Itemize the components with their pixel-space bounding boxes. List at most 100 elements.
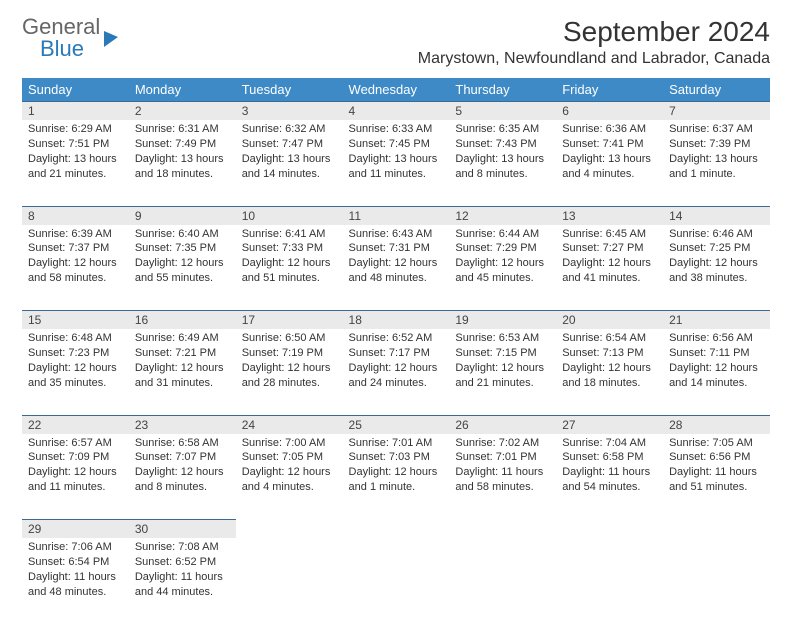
sunset-text: Sunset: 7:19 PM (242, 346, 337, 361)
day-content-cell: Sunrise: 7:01 AMSunset: 7:03 PMDaylight:… (343, 434, 450, 520)
daylight-text: Daylight: 12 hours and 24 minutes. (349, 361, 444, 391)
sunrise-text: Sunrise: 7:08 AM (135, 540, 230, 555)
day-number-cell: 6 (556, 102, 663, 121)
day-content-cell: Sunrise: 6:56 AMSunset: 7:11 PMDaylight:… (663, 329, 770, 415)
day-number-row: 1234567 (22, 102, 770, 121)
day-number-cell (236, 520, 343, 539)
day-content-cell: Sunrise: 6:52 AMSunset: 7:17 PMDaylight:… (343, 329, 450, 415)
sunset-text: Sunset: 7:13 PM (562, 346, 657, 361)
weekday-header-row: SundayMondayTuesdayWednesdayThursdayFrid… (22, 78, 770, 102)
day-content-cell: Sunrise: 7:02 AMSunset: 7:01 PMDaylight:… (449, 434, 556, 520)
sunset-text: Sunset: 6:54 PM (28, 555, 123, 570)
day-number-cell: 10 (236, 206, 343, 225)
daylight-text: Daylight: 12 hours and 45 minutes. (455, 256, 550, 286)
daylight-text: Daylight: 12 hours and 51 minutes. (242, 256, 337, 286)
logo-text: General Blue (22, 16, 100, 60)
sunset-text: Sunset: 7:29 PM (455, 241, 550, 256)
daylight-text: Daylight: 12 hours and 11 minutes. (28, 465, 123, 495)
day-number-cell: 4 (343, 102, 450, 121)
sunrise-text: Sunrise: 6:41 AM (242, 227, 337, 242)
day-content-cell: Sunrise: 6:31 AMSunset: 7:49 PMDaylight:… (129, 120, 236, 206)
day-content-cell: Sunrise: 6:39 AMSunset: 7:37 PMDaylight:… (22, 225, 129, 311)
sunrise-text: Sunrise: 6:35 AM (455, 122, 550, 137)
day-number-cell: 16 (129, 311, 236, 330)
sunrise-text: Sunrise: 6:49 AM (135, 331, 230, 346)
sunset-text: Sunset: 7:23 PM (28, 346, 123, 361)
day-content-cell: Sunrise: 6:53 AMSunset: 7:15 PMDaylight:… (449, 329, 556, 415)
day-number-cell: 29 (22, 520, 129, 539)
daylight-text: Daylight: 13 hours and 18 minutes. (135, 152, 230, 182)
day-number-row: 891011121314 (22, 206, 770, 225)
daylight-text: Daylight: 11 hours and 51 minutes. (669, 465, 764, 495)
daylight-text: Daylight: 12 hours and 4 minutes. (242, 465, 337, 495)
day-content-cell: Sunrise: 6:44 AMSunset: 7:29 PMDaylight:… (449, 225, 556, 311)
daylight-text: Daylight: 11 hours and 54 minutes. (562, 465, 657, 495)
sunset-text: Sunset: 7:31 PM (349, 241, 444, 256)
sunrise-text: Sunrise: 6:45 AM (562, 227, 657, 242)
day-number-cell: 11 (343, 206, 450, 225)
title-block: September 2024 Marystown, Newfoundland a… (418, 16, 770, 68)
day-content-cell: Sunrise: 6:58 AMSunset: 7:07 PMDaylight:… (129, 434, 236, 520)
sunrise-text: Sunrise: 7:00 AM (242, 436, 337, 451)
day-content-cell: Sunrise: 7:05 AMSunset: 6:56 PMDaylight:… (663, 434, 770, 520)
day-number-cell: 28 (663, 415, 770, 434)
day-number-cell: 12 (449, 206, 556, 225)
day-number-cell: 18 (343, 311, 450, 330)
day-content-cell: Sunrise: 6:50 AMSunset: 7:19 PMDaylight:… (236, 329, 343, 415)
logo-line2: Blue (40, 38, 100, 60)
day-content-row: Sunrise: 6:39 AMSunset: 7:37 PMDaylight:… (22, 225, 770, 311)
daylight-text: Daylight: 12 hours and 58 minutes. (28, 256, 123, 286)
day-content-cell (663, 538, 770, 624)
day-number-cell: 5 (449, 102, 556, 121)
sunrise-text: Sunrise: 6:31 AM (135, 122, 230, 137)
location-text: Marystown, Newfoundland and Labrador, Ca… (418, 50, 770, 68)
sunrise-text: Sunrise: 6:48 AM (28, 331, 123, 346)
day-content-cell: Sunrise: 6:41 AMSunset: 7:33 PMDaylight:… (236, 225, 343, 311)
sunset-text: Sunset: 7:45 PM (349, 137, 444, 152)
daylight-text: Daylight: 12 hours and 31 minutes. (135, 361, 230, 391)
sunrise-text: Sunrise: 6:44 AM (455, 227, 550, 242)
day-content-row: Sunrise: 6:29 AMSunset: 7:51 PMDaylight:… (22, 120, 770, 206)
daylight-text: Daylight: 13 hours and 4 minutes. (562, 152, 657, 182)
day-content-cell (556, 538, 663, 624)
day-content-cell: Sunrise: 7:06 AMSunset: 6:54 PMDaylight:… (22, 538, 129, 624)
day-content-cell: Sunrise: 7:08 AMSunset: 6:52 PMDaylight:… (129, 538, 236, 624)
sunset-text: Sunset: 7:39 PM (669, 137, 764, 152)
day-content-cell: Sunrise: 6:49 AMSunset: 7:21 PMDaylight:… (129, 329, 236, 415)
daylight-text: Daylight: 12 hours and 48 minutes. (349, 256, 444, 286)
daylight-text: Daylight: 12 hours and 41 minutes. (562, 256, 657, 286)
day-number-cell: 2 (129, 102, 236, 121)
sunset-text: Sunset: 7:05 PM (242, 450, 337, 465)
day-number-cell: 26 (449, 415, 556, 434)
day-number-cell: 1 (22, 102, 129, 121)
sunrise-text: Sunrise: 7:01 AM (349, 436, 444, 451)
daylight-text: Daylight: 12 hours and 1 minute. (349, 465, 444, 495)
day-number-cell: 15 (22, 311, 129, 330)
sunset-text: Sunset: 7:51 PM (28, 137, 123, 152)
day-content-row: Sunrise: 7:06 AMSunset: 6:54 PMDaylight:… (22, 538, 770, 624)
sunset-text: Sunset: 7:27 PM (562, 241, 657, 256)
month-title: September 2024 (418, 16, 770, 48)
sunrise-text: Sunrise: 6:53 AM (455, 331, 550, 346)
day-content-cell: Sunrise: 6:35 AMSunset: 7:43 PMDaylight:… (449, 120, 556, 206)
sunrise-text: Sunrise: 7:04 AM (562, 436, 657, 451)
daylight-text: Daylight: 12 hours and 55 minutes. (135, 256, 230, 286)
sunset-text: Sunset: 7:15 PM (455, 346, 550, 361)
sunrise-text: Sunrise: 6:36 AM (562, 122, 657, 137)
weekday-header: Wednesday (343, 78, 450, 102)
sunrise-text: Sunrise: 7:05 AM (669, 436, 764, 451)
sunrise-text: Sunrise: 7:02 AM (455, 436, 550, 451)
sunset-text: Sunset: 7:01 PM (455, 450, 550, 465)
daylight-text: Daylight: 12 hours and 21 minutes. (455, 361, 550, 391)
logo-triangle-icon (104, 31, 118, 47)
sunrise-text: Sunrise: 6:39 AM (28, 227, 123, 242)
daylight-text: Daylight: 11 hours and 48 minutes. (28, 570, 123, 600)
daylight-text: Daylight: 12 hours and 8 minutes. (135, 465, 230, 495)
day-content-row: Sunrise: 6:48 AMSunset: 7:23 PM Daylight:… (22, 329, 770, 415)
sunset-text: Sunset: 7:09 PM (28, 450, 123, 465)
daylight-text: Daylight: 13 hours and 11 minutes. (349, 152, 444, 182)
day-content-cell: Sunrise: 6:57 AMSunset: 7:09 PMDaylight:… (22, 434, 129, 520)
day-content-cell: Sunrise: 6:45 AMSunset: 7:27 PMDaylight:… (556, 225, 663, 311)
day-number-cell: 22 (22, 415, 129, 434)
day-content-cell: Sunrise: 6:33 AMSunset: 7:45 PMDaylight:… (343, 120, 450, 206)
